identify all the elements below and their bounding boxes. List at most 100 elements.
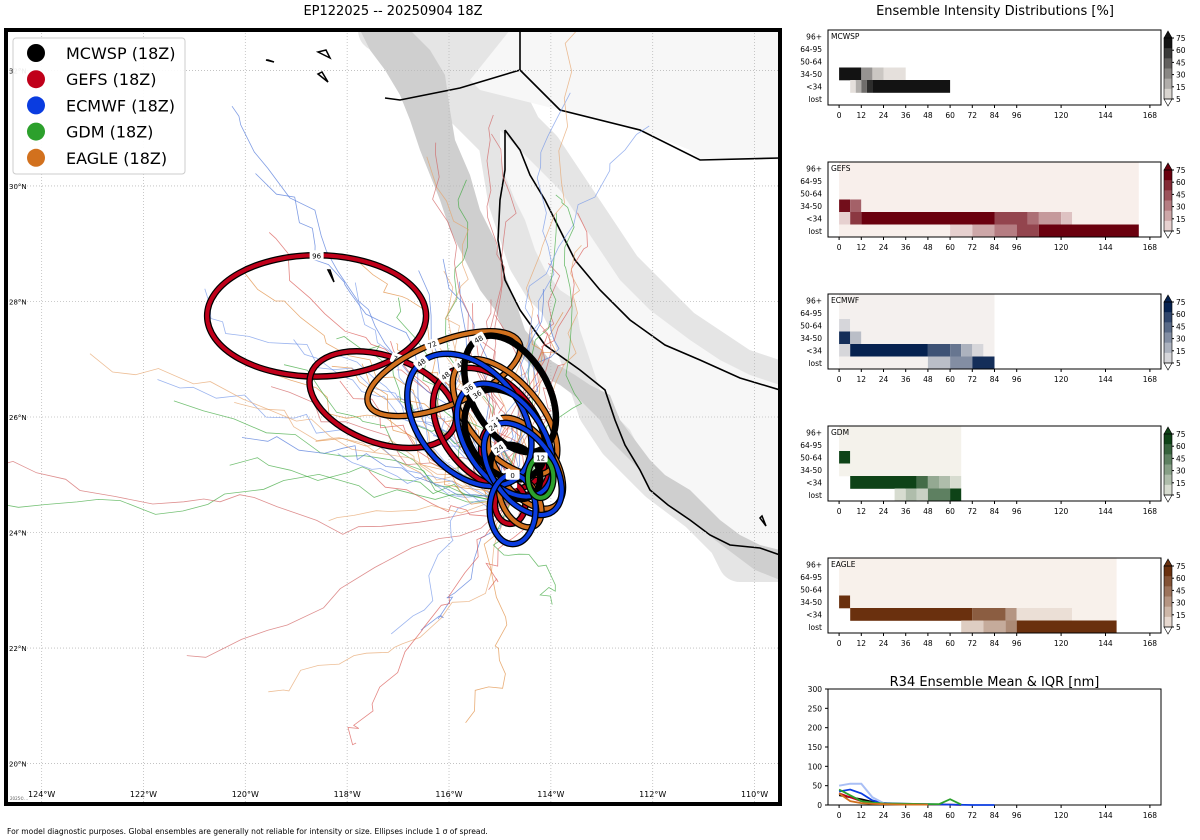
colorbar-tick-label: 60	[1176, 442, 1186, 451]
colorbar-segment	[1164, 78, 1172, 90]
heat-cell	[872, 67, 884, 81]
ensemble-track	[283, 364, 511, 504]
category-label: 96+	[806, 164, 822, 173]
hour-tick-label: 48	[923, 375, 933, 384]
ensemble-track	[492, 503, 556, 605]
distributions-title: Ensemble Intensity Distributions [%]	[876, 4, 1114, 19]
heat-cell	[839, 426, 962, 439]
colorbar-segment	[1164, 434, 1172, 445]
r34-x-tick-label: 72	[968, 811, 978, 820]
colorbar-segment	[1164, 332, 1172, 344]
hour-tick-label: 12	[857, 375, 867, 384]
colorbar-extend-bottom	[1163, 494, 1173, 503]
category-label: 34-50	[800, 466, 822, 475]
colorbar-extend-bottom	[1163, 98, 1173, 107]
category-label: <34	[806, 610, 822, 619]
legend-marker	[27, 96, 45, 115]
hour-tick-label: 84	[990, 243, 1000, 252]
hour-tick-label: 144	[1098, 507, 1113, 516]
hour-tick-label: 144	[1098, 639, 1113, 648]
ellipse-hour-label-bg	[413, 354, 429, 370]
colorbar-segment	[1164, 464, 1172, 476]
ellipse-hour-label: 96	[312, 252, 321, 260]
heat-cell	[839, 595, 851, 609]
hour-tick-label: 36	[901, 639, 911, 648]
heat-cell	[850, 608, 973, 621]
colorbar-segment	[1164, 58, 1172, 69]
r34-panel: R34 Ensemble Mean & IQR [nm] 0 50 100 150 200…	[808, 675, 1162, 820]
r34-x-tick-label: 60	[945, 811, 955, 820]
colorbar-tick-label: 45	[1176, 58, 1186, 67]
colorbar-segment	[1164, 586, 1172, 597]
island	[316, 71, 329, 83]
hour-tick-label: 60	[945, 639, 955, 648]
colorbar-tick-label: 75	[1176, 298, 1186, 307]
category-label: 50-64	[800, 453, 822, 462]
hour-tick-label: 36	[901, 243, 911, 252]
hour-tick-label: 72	[968, 639, 978, 648]
panel-mcwsp: MCWSP 96+ 64-95 50-64 34-50 <34 lost 0 12 24 36 48 6…	[800, 29, 1186, 120]
colorbar-tick-label: 60	[1176, 574, 1186, 583]
category-label: 34-50	[800, 202, 822, 211]
lon-tick-label: 124°W	[28, 790, 55, 799]
heat-cell	[1038, 212, 1062, 225]
hour-tick-label: 144	[1098, 375, 1113, 384]
category-label: 50-64	[800, 57, 822, 66]
ensemble-track	[173, 400, 511, 504]
heat-cell	[839, 212, 851, 225]
colorbar-tick-label: 15	[1176, 347, 1186, 356]
heat-cell	[839, 67, 862, 81]
category-label: 96+	[806, 428, 822, 437]
legend-label: GEFS (18Z)	[66, 70, 156, 89]
island	[759, 514, 767, 527]
colorbar-segment	[1164, 200, 1172, 212]
colorbar-tick-label: 5	[1176, 491, 1181, 500]
r34-frame	[827, 688, 1162, 806]
heat-cell	[905, 488, 917, 502]
colorbar-extend-top	[1163, 162, 1173, 171]
heat-cell	[861, 80, 867, 93]
hour-tick-label: 0	[837, 507, 842, 516]
r34-x-tick-label: 168	[1143, 811, 1158, 820]
panel-name: ECMWF	[831, 296, 859, 305]
heat-cell	[839, 451, 851, 464]
ensemble-track	[6, 460, 511, 535]
heat-cell	[994, 212, 1028, 225]
colorbar-segment	[1164, 170, 1172, 181]
colorbar-segment	[1164, 302, 1172, 313]
category-label: 96+	[806, 560, 822, 569]
colorbar-tick-label: 15	[1176, 479, 1186, 488]
hour-tick-label: 120	[1054, 639, 1069, 648]
lat-tick-label: 30°N	[9, 183, 27, 191]
legend-label: MCWSP (18Z)	[66, 44, 176, 63]
colorbar-segment	[1164, 352, 1172, 364]
heat-cell	[861, 331, 995, 345]
hour-tick-label: 84	[990, 507, 1000, 516]
r34-x-tick-label: 84	[990, 811, 1000, 820]
legend-label: GDM (18Z)	[66, 123, 153, 142]
hour-tick-label: 120	[1054, 111, 1069, 120]
ellipse-hour-label: 36	[463, 383, 475, 395]
heat-cell	[839, 187, 1139, 200]
ellipse-hour-label-bg	[533, 452, 548, 463]
colorbar-frame	[1163, 37, 1173, 100]
colorbar-segment	[1164, 88, 1172, 100]
heat-cell	[839, 294, 995, 307]
heat-cell	[839, 319, 851, 332]
heat-cell	[839, 356, 928, 370]
colorbar-tick-label: 45	[1176, 586, 1186, 595]
lat-tick-label: 26°N	[9, 414, 27, 422]
legend-marker	[27, 122, 45, 141]
colorbar-frame	[1163, 169, 1173, 232]
hour-tick-label: 72	[968, 375, 978, 384]
ellipse-hour-label: 72	[427, 340, 438, 351]
hour-tick-label: 12	[857, 639, 867, 648]
heat-cell	[839, 463, 962, 477]
r34-line-ecmwf-iqr	[838, 782, 884, 804]
hour-tick-label: 24	[879, 507, 889, 516]
colorbar-tick-label: 30	[1176, 335, 1186, 344]
colorbar-segment	[1164, 48, 1172, 59]
lon-tick-label: 114°W	[537, 790, 564, 799]
hour-tick-label: 12	[857, 507, 867, 516]
hour-tick-label: 144	[1098, 243, 1113, 252]
